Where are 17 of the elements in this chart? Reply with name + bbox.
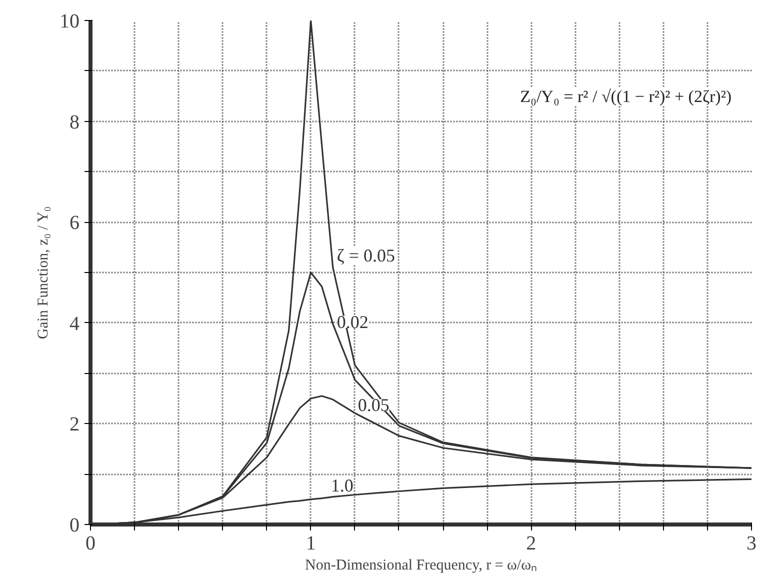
annotation: Z₀/Y₀ = r² / √((1 − r²)² + (2ζr)²) xyxy=(520,87,732,106)
series-label: 1.0 xyxy=(330,475,354,496)
y-tick-label: 4 xyxy=(70,312,80,335)
y-tick-label: 8 xyxy=(70,111,80,134)
x-tick-label: 0 xyxy=(86,532,96,554)
x-tick-label: 2 xyxy=(526,532,536,554)
x-tick-label: 3 xyxy=(746,532,756,554)
series-label: 0.02 xyxy=(336,312,368,332)
y-tick-label: 10 xyxy=(60,10,80,32)
x-axis-title: Non-Dimensional Frequency, r = ω/ωₙ xyxy=(305,558,537,574)
y-tick-label: 0 xyxy=(70,514,80,536)
x-tick-label: 1 xyxy=(306,532,316,554)
y-axis-title: Gain Function, z₀ / Y₀ xyxy=(36,206,52,340)
series-label: 0.05 xyxy=(358,395,390,416)
y-tick-label: 2 xyxy=(70,414,80,436)
y-tick-label: 6 xyxy=(70,212,80,234)
series-label: ζ = 0.05 xyxy=(336,245,395,266)
